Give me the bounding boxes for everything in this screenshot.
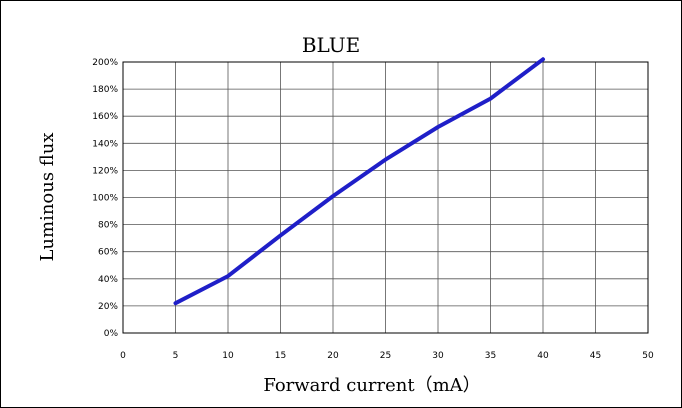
y-tick-label: 100%	[92, 194, 118, 204]
y-tick-label: 140%	[92, 139, 118, 149]
x-axis-label: Forward current（mA）	[263, 375, 480, 396]
series-line-blue	[173, 57, 545, 306]
x-tick-label: 45	[590, 351, 601, 361]
y-tick-label: 120%	[92, 166, 118, 176]
x-tick-label: 35	[485, 351, 496, 361]
x-tick-label: 15	[275, 351, 286, 361]
y-tick-labels: 0% 20% 40% 60% 80% 100% 120% 140% 160% 180% 200%	[92, 58, 118, 339]
y-tick-label: 60%	[98, 248, 118, 258]
x-tick-label: 40	[537, 351, 549, 361]
y-tick-label: 160%	[92, 112, 118, 122]
x-tick-label: 25	[380, 351, 391, 361]
y-tick-label: 0%	[104, 329, 119, 339]
plot-border	[122, 61, 649, 334]
x-tick-labels: 0 5 10 15 20 25 30 35 40 45 50	[120, 351, 654, 361]
x-tick-label: 5	[173, 351, 179, 361]
x-tick-label: 10	[222, 351, 234, 361]
x-tick-label: 0	[120, 351, 126, 361]
x-tick-label: 50	[642, 351, 654, 361]
y-tick-label: 200%	[92, 58, 118, 68]
y-axis-label: Luminous flux	[37, 132, 58, 261]
chart-title: BLUE	[302, 33, 360, 57]
x-tick-label: 30	[432, 351, 444, 361]
y-tick-label: 20%	[98, 302, 118, 312]
y-tick-label: 80%	[98, 221, 118, 231]
y-tick-label: 180%	[92, 85, 118, 95]
grid	[122, 61, 649, 334]
y-tick-label: 40%	[98, 275, 118, 285]
x-tick-label: 20	[327, 351, 339, 361]
